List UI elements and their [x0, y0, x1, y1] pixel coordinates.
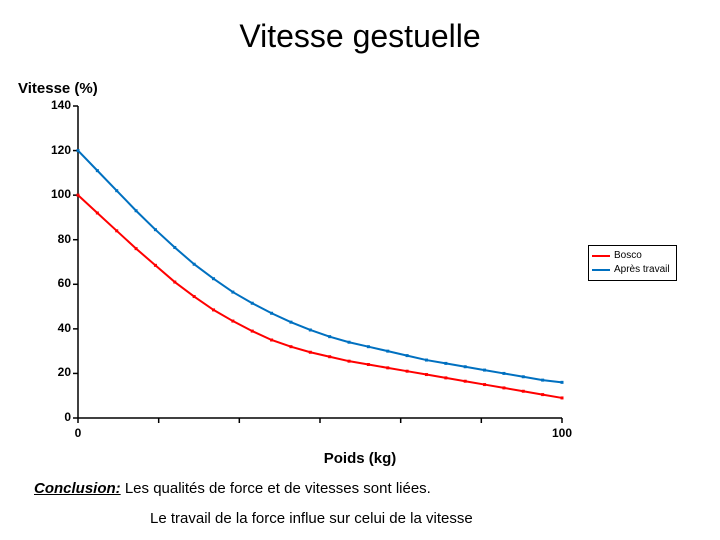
chart-container: 0 20 40 60 80 100 120 140 0 100 BoscoAprès trava… — [30, 100, 690, 440]
legend: BoscoAprès travail — [588, 245, 677, 281]
y-axis-title: Vitesse (%) — [18, 80, 98, 97]
legend-label: Bosco — [614, 249, 642, 263]
conclusion-line2: Le travail de la force influe sur celui … — [150, 510, 473, 527]
conclusion-text: Les qualités de force et de vitesses son… — [121, 480, 431, 497]
conclusion-line1: Conclusion: Les qualités de force et de … — [34, 480, 431, 497]
xtick-label: 0 — [75, 426, 82, 440]
ytick-label: 40 — [43, 321, 71, 335]
ytick-label: 0 — [43, 410, 71, 424]
xtick-label: 100 — [552, 426, 572, 440]
ytick-label: 120 — [43, 143, 71, 157]
legend-swatch — [592, 255, 610, 257]
legend-item: Après travail — [592, 263, 670, 277]
ytick-label: 80 — [43, 232, 71, 246]
x-axis-title: Poids (kg) — [0, 450, 720, 467]
ytick-label: 100 — [43, 187, 71, 201]
conclusion-label: Conclusion: — [34, 480, 121, 497]
ytick-label: 140 — [43, 98, 71, 112]
legend-label: Après travail — [614, 263, 670, 277]
ytick-label: 20 — [43, 365, 71, 379]
legend-item: Bosco — [592, 249, 670, 263]
legend-swatch — [592, 269, 610, 271]
ytick-label: 60 — [43, 276, 71, 290]
page-title: Vitesse gestuelle — [0, 0, 720, 55]
